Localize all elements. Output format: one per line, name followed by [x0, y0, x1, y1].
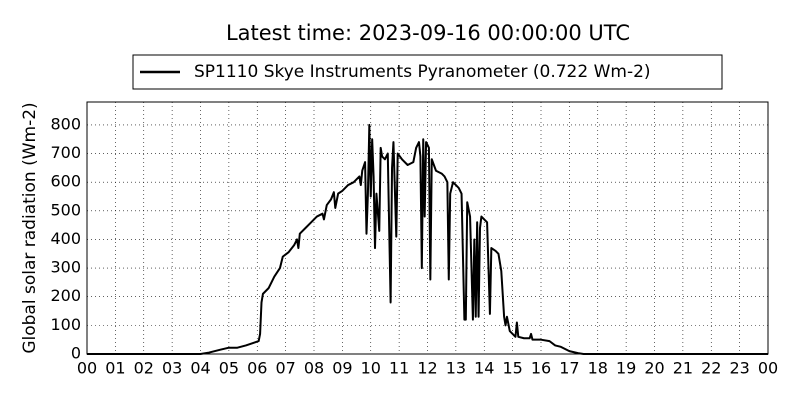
legend — [132, 54, 723, 90]
x-tick-label: 06 — [247, 359, 267, 378]
x-tick-label: 14 — [474, 359, 494, 378]
x-tick-label: 16 — [531, 359, 551, 378]
y-tick-label: 500 — [50, 200, 81, 219]
x-tick-label: 12 — [417, 359, 437, 378]
x-tick-label: 21 — [673, 359, 693, 378]
x-tick-label: 00 — [758, 359, 778, 378]
y-axis-label: Global solar radiation (Wm-2) — [20, 102, 40, 353]
x-tick-label: 04 — [190, 359, 210, 378]
plot-frame — [86, 101, 769, 355]
y-tick-label: 100 — [50, 315, 81, 334]
x-tick-label: 02 — [134, 359, 154, 378]
y-tick-label: 400 — [50, 229, 81, 248]
y-tick-label: 800 — [50, 114, 81, 133]
data-line — [87, 123, 768, 355]
x-tick-label: 05 — [219, 359, 239, 378]
x-tick-label: 10 — [361, 359, 381, 378]
y-tick-label: 0 — [71, 344, 81, 363]
y-tick-label: 300 — [50, 258, 81, 277]
x-tick-label: 01 — [105, 359, 125, 378]
x-tick-label: 15 — [502, 359, 522, 378]
x-tick-label: 22 — [701, 359, 721, 378]
x-tick-label: 18 — [588, 359, 608, 378]
x-tick-label: 09 — [332, 359, 352, 378]
x-tick-label: 00 — [77, 359, 97, 378]
x-tick-label: 23 — [729, 359, 749, 378]
x-tick-label: 03 — [162, 359, 182, 378]
chart-title: Latest time: 2023-09-16 00:00:00 UTC — [226, 21, 630, 45]
x-tick-label: 08 — [304, 359, 324, 378]
x-tick-label: 19 — [616, 359, 636, 378]
y-tick-label: 200 — [50, 286, 81, 305]
x-tick-label: 11 — [389, 359, 409, 378]
x-tick-label: 20 — [644, 359, 664, 378]
y-tick-label: 700 — [50, 143, 81, 162]
y-tick-label: 600 — [50, 172, 81, 191]
x-tick-label: 17 — [559, 359, 579, 378]
x-tick-label: 13 — [446, 359, 466, 378]
legend-label: SP1110 Skye Instruments Pyranometer (0.7… — [194, 62, 651, 82]
x-tick-label: 07 — [275, 359, 295, 378]
